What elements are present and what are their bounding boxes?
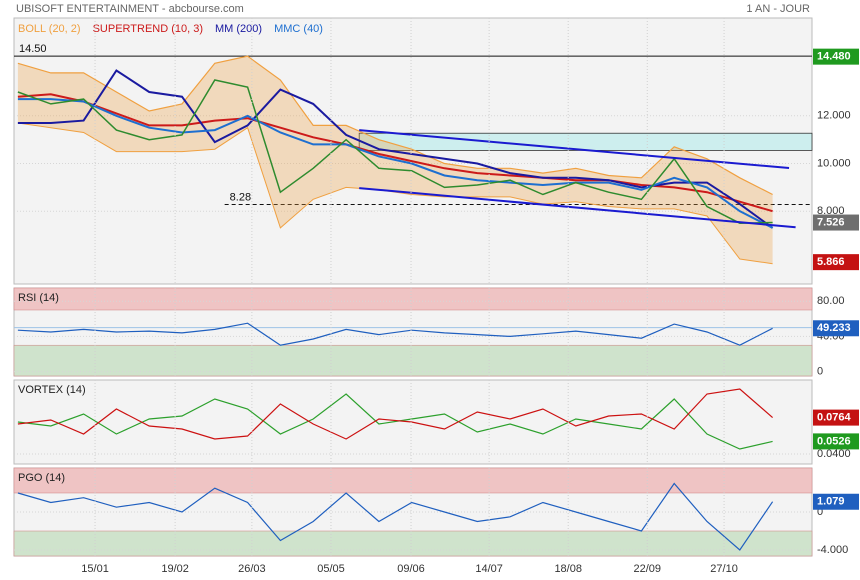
zone [13,467,813,494]
x-tick-label: 19/02 [161,563,189,575]
reference-label: 14.50 [19,43,47,55]
last-value-box [813,48,859,65]
trend-channel [359,187,796,229]
last-value-box [813,433,859,450]
legend-entry: BOLL (20, 2) [18,23,81,35]
y-tick-label: 0 [817,366,823,378]
last-value-label: 5.866 [817,256,845,268]
legend-entry: MMC (40) [274,23,323,35]
chart-subtitle: 1 AN - JOUR [746,3,810,15]
y-tick-label: 12.000 [817,110,851,122]
zone [13,287,813,311]
last-value-box [813,493,859,510]
y-tick-label: -4.000 [817,544,848,556]
x-tick-label: 26/03 [238,563,266,575]
legend-entry: SUPERTREND (10, 3) [93,23,203,35]
series-line [17,93,773,213]
series-line [17,322,773,346]
legend-entry: MM (200) [215,23,262,35]
x-tick-label: 09/06 [397,563,425,575]
panel-title: VORTEX (14) [18,384,86,396]
y-tick-label: 0.0400 [817,448,851,460]
series-line [17,98,774,229]
last-value-label: 1.079 [817,496,845,508]
last-value-box [813,409,859,426]
series-line [17,55,773,196]
last-value-box [813,320,859,337]
trend-channel [359,129,790,170]
y-tick-label: 0 [817,506,823,518]
x-tick-label: 05/05 [317,563,345,575]
series-line [17,482,774,551]
last-value-label: 49.233 [817,322,851,334]
series-line [17,393,773,450]
panel-title: RSI (14) [18,292,59,304]
last-value-label: 0.0764 [817,412,852,424]
last-value-label: 14.480 [817,51,851,63]
reference-label: 8.28 [230,191,251,203]
y-tick-label: 8.000 [817,205,845,217]
last-value-label: 0.0526 [817,435,851,447]
zone [13,344,813,377]
zone [13,530,813,557]
last-value-box [813,254,859,271]
panel [13,17,813,285]
chart-title: UBISOFT ENTERTAINMENT - abcbourse.com [16,3,244,15]
x-tick-label: 18/08 [554,563,582,575]
y-tick-label: 80.00 [817,295,845,307]
x-tick-label: 15/01 [81,563,109,575]
x-tick-label: 27/10 [710,563,738,575]
x-tick-label: 22/09 [634,563,662,575]
last-value-box [813,214,859,231]
last-value-label: 7.526 [817,216,845,228]
y-tick-label: 10.000 [817,157,851,169]
x-tick-label: 14/07 [475,563,503,575]
panel-title: PGO (14) [18,472,65,484]
